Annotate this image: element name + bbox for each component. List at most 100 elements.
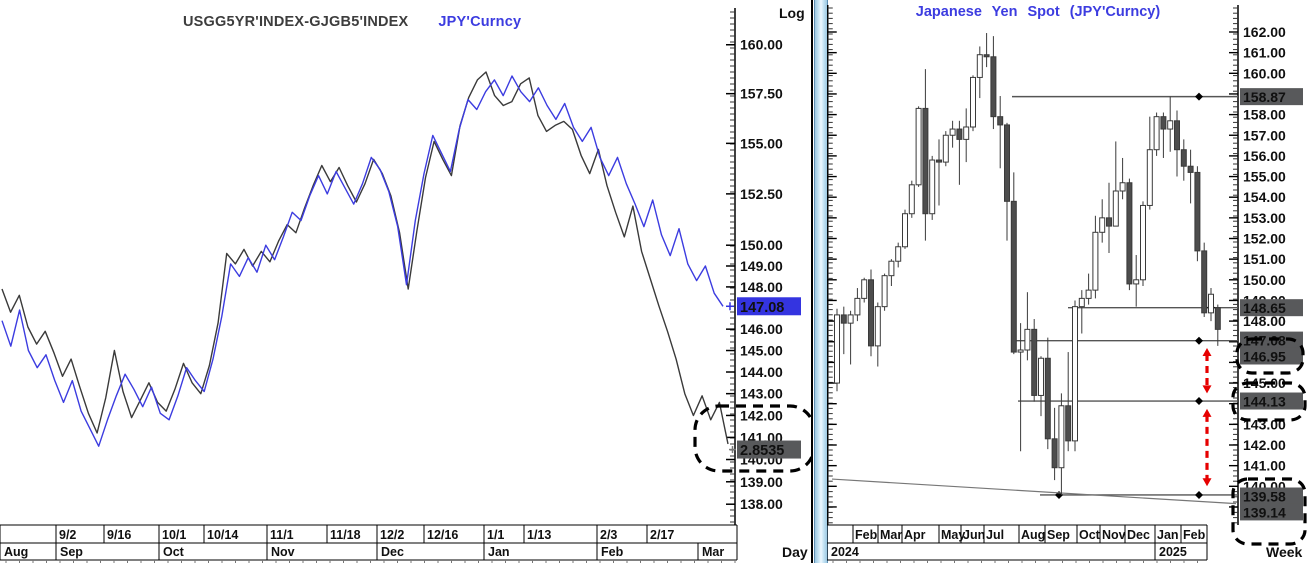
candle-body-down bbox=[1010, 200, 1017, 353]
candle-body-up bbox=[854, 297, 861, 316]
candle-body-down bbox=[1051, 438, 1058, 469]
x-month-label: Mar bbox=[702, 545, 724, 559]
candle-body-down bbox=[1160, 116, 1167, 130]
candle-body-down bbox=[1201, 250, 1208, 314]
candle-body-up bbox=[1140, 204, 1146, 281]
candle-body-up bbox=[902, 213, 908, 248]
spread-series-label: USGG5YR'INDEX-GJGB5'INDEX bbox=[183, 14, 409, 30]
y-axis-label: 161.00 bbox=[1243, 45, 1286, 61]
y-axis-label: 141.00 bbox=[1243, 458, 1286, 474]
x-date-label: 9/16 bbox=[107, 528, 131, 542]
candle-body-down bbox=[1180, 149, 1187, 167]
price-label-box bbox=[1240, 503, 1303, 521]
y-axis-label: 145.00 bbox=[1243, 375, 1286, 391]
panel-divider[interactable] bbox=[814, 0, 828, 563]
candle-body-up bbox=[1038, 357, 1044, 396]
highlighted-price-value: 146.95 bbox=[1243, 348, 1286, 364]
x-date-label: 11/18 bbox=[330, 528, 361, 542]
candle-body-up bbox=[1058, 405, 1065, 469]
highlighted-price-value: 139.58 bbox=[1243, 489, 1286, 505]
y-axis-label: 153.00 bbox=[1243, 210, 1286, 226]
y-axis-label: 157.50 bbox=[740, 86, 783, 102]
y-axis-label: 160.00 bbox=[740, 37, 783, 53]
candle-body-up bbox=[908, 184, 915, 215]
candle-body-down bbox=[990, 56, 997, 118]
x-month-label: Aug bbox=[4, 545, 28, 559]
descending-trendline bbox=[831, 478, 1237, 505]
y-axis-label: 160.00 bbox=[1243, 65, 1286, 81]
candle-body-up bbox=[1078, 297, 1085, 308]
x-month-label: Jun bbox=[963, 528, 985, 542]
level-diamond-marker bbox=[1195, 92, 1203, 101]
red-arrow-head-down bbox=[1202, 478, 1212, 487]
candle-body-down bbox=[922, 107, 929, 215]
day-frequency-label: Day bbox=[782, 544, 808, 560]
candle-body-down bbox=[1004, 124, 1010, 202]
candle-body-up bbox=[942, 134, 949, 163]
y-axis-label: 150.00 bbox=[740, 237, 783, 253]
candle-body-up bbox=[1119, 182, 1126, 192]
log-scale-label: Log bbox=[779, 5, 805, 21]
x-month-label: Oct bbox=[1079, 528, 1101, 542]
y-axis-label: 150.00 bbox=[1243, 272, 1286, 288]
y-axis-label: 162.00 bbox=[1243, 24, 1286, 40]
spread-line-series bbox=[1, 71, 729, 445]
y-axis-label: 145.00 bbox=[740, 343, 783, 359]
y-axis-label: 156.00 bbox=[1243, 148, 1286, 164]
candle-body-down bbox=[1031, 328, 1038, 396]
candle-body-up bbox=[1092, 231, 1099, 291]
spread-vs-jpy-line-chart: 160.00 157.50 155.00 152.50 150.00 149.00 148.… bbox=[0, 8, 812, 563]
candle-body-up bbox=[1208, 293, 1214, 314]
candle-body-down bbox=[868, 279, 874, 347]
candle-body-up bbox=[847, 314, 854, 324]
x-month-label: Feb bbox=[1183, 528, 1206, 542]
x-date-label: 12/2 bbox=[380, 528, 404, 542]
candle-body-up bbox=[1167, 120, 1174, 130]
candle-body-up bbox=[874, 306, 881, 347]
x-month-label: Dec bbox=[1127, 528, 1150, 542]
candle-body-up bbox=[963, 126, 970, 140]
candle-body-up bbox=[1146, 149, 1153, 206]
y-axis-label: 152.00 bbox=[1243, 231, 1286, 247]
candle-body-up bbox=[1133, 279, 1140, 285]
jpy-last-price-value: 147.08 bbox=[740, 300, 784, 316]
left-chart-title: USGG5YR'INDEX-GJGB5'INDEX JPY'Curncy bbox=[183, 14, 521, 30]
candle-body-up bbox=[929, 159, 936, 215]
highlighted-price-value: 144.13 bbox=[1243, 394, 1286, 410]
candle-body-up bbox=[888, 260, 895, 277]
candle-body-down bbox=[997, 116, 1004, 126]
y-axis-label: 146.00 bbox=[740, 321, 783, 337]
x-year-label: 2025 bbox=[1159, 545, 1187, 559]
candle-body-up bbox=[976, 54, 983, 78]
red-arrow-head-up bbox=[1202, 347, 1212, 356]
y-axis-label: 143.00 bbox=[740, 386, 783, 402]
y-axis-label: 144.00 bbox=[740, 364, 783, 380]
candle-body-down bbox=[1044, 357, 1051, 440]
panel-border-line bbox=[811, 0, 813, 563]
x-month-label: Jul bbox=[986, 528, 1004, 542]
x-date-label: 10/14 bbox=[207, 528, 238, 542]
price-label-box bbox=[1240, 299, 1303, 317]
y-axis-label: 138.00 bbox=[740, 496, 783, 512]
x-month-label: Jan bbox=[488, 545, 510, 559]
x-month-label: Aug bbox=[1021, 528, 1045, 542]
candle-body-down bbox=[1065, 405, 1072, 442]
candle-body-up bbox=[1099, 217, 1106, 233]
x-month-label: Feb bbox=[601, 545, 624, 559]
jpy-series-label: JPY'Curncy bbox=[438, 14, 522, 30]
candle-body-up bbox=[915, 107, 922, 186]
x-month-label: Jan bbox=[1157, 528, 1179, 542]
candle-body-down bbox=[1174, 120, 1180, 151]
red-arrow-head-up bbox=[1202, 408, 1212, 417]
x-month-label: Feb bbox=[855, 528, 878, 542]
y-axis-label: 155.00 bbox=[1243, 169, 1286, 185]
highlighted-price-value: 158.87 bbox=[1243, 89, 1286, 105]
level-diamond-marker bbox=[1195, 490, 1203, 499]
price-label-box bbox=[1240, 487, 1303, 505]
y-axis-label: 142.00 bbox=[740, 407, 783, 423]
dashed-circle-annotation bbox=[1231, 381, 1307, 422]
x-date-label: 1/13 bbox=[527, 528, 551, 542]
y-axis-label: 149.00 bbox=[740, 258, 783, 274]
y-axis-label: 148.00 bbox=[740, 279, 783, 295]
